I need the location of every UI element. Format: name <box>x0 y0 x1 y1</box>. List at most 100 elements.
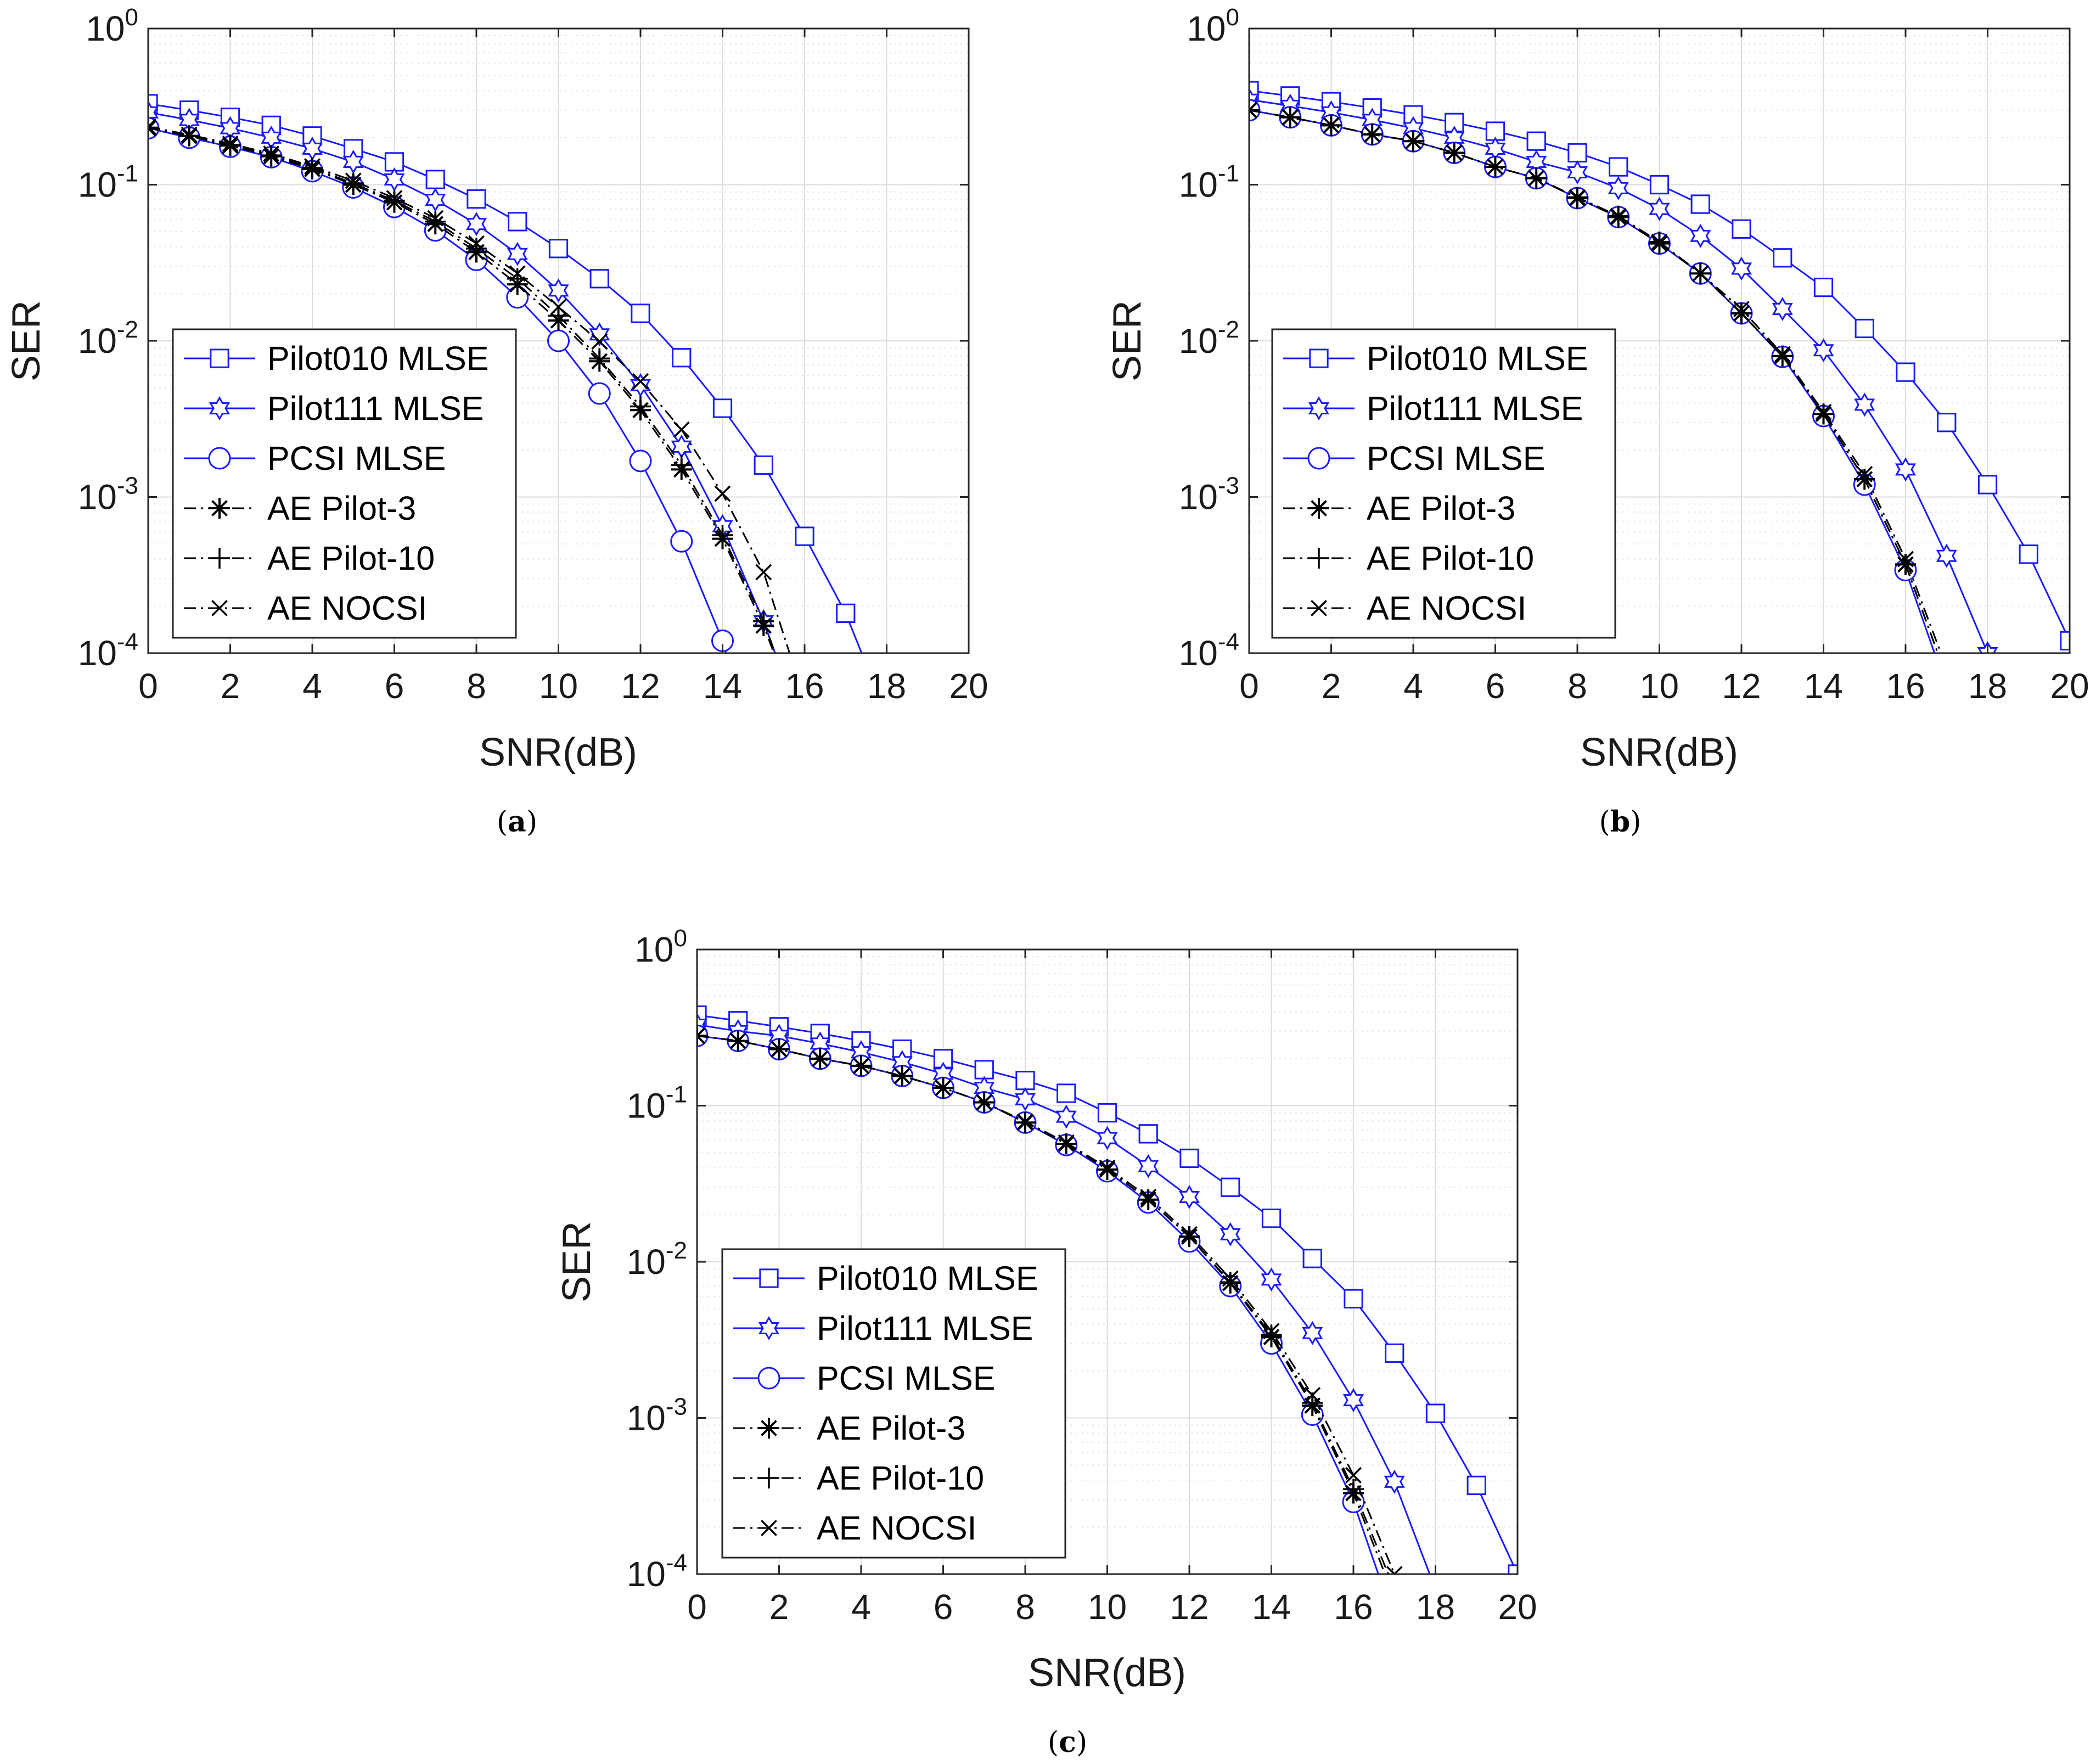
x-tick-label: 12 <box>1722 666 1761 706</box>
legend-entry: AE Pilot-10 <box>1283 540 1534 577</box>
legend-label: Pilot010 MLSE <box>267 340 489 377</box>
data-point <box>1813 403 1834 425</box>
legend-label: PCSI MLSE <box>267 440 446 477</box>
data-point <box>1609 157 1628 177</box>
data-point <box>836 603 856 623</box>
data-point <box>714 485 731 502</box>
data-point <box>263 145 280 162</box>
y-tick-label: 10-4 <box>627 1549 687 1594</box>
caption-letter: c <box>1059 1726 1076 1759</box>
data-point <box>1566 160 1588 184</box>
x-axis-ticks: 0 2 4 6 8 10 12 14 16 18 20 <box>138 29 988 706</box>
data-point <box>697 1025 707 1047</box>
data-point <box>1526 131 1546 151</box>
data-point <box>1384 1469 1405 1494</box>
legend-box <box>721 1248 1066 1559</box>
x-tick-label: 4 <box>851 1587 871 1627</box>
data-point <box>1302 1249 1322 1268</box>
legend-label: PCSI MLSE <box>817 1359 995 1397</box>
data-point <box>507 268 528 289</box>
legend-entry: PCSI MLSE <box>1283 440 1545 477</box>
y-tick-label: 10-4 <box>78 628 138 673</box>
data-point <box>466 238 487 259</box>
y-axis-title: SER <box>1105 300 1149 381</box>
data-point <box>1015 1070 1035 1091</box>
data-point <box>508 212 527 232</box>
data-point <box>1730 256 1752 281</box>
series-pilot111-mlse <box>1249 87 1998 653</box>
legend-marker <box>209 396 231 420</box>
data-point <box>753 610 774 632</box>
legend-marker <box>209 548 230 569</box>
data-point <box>384 190 405 211</box>
legend-entry: Pilot010 MLSE <box>184 340 489 377</box>
data-point <box>468 235 485 252</box>
data-point <box>1466 1475 1486 1495</box>
data-point <box>1936 667 1957 688</box>
data-point <box>2060 631 2070 651</box>
data-point <box>1939 661 1954 676</box>
data-point <box>794 724 815 745</box>
panel-caption: (c) <box>1048 1726 1087 1759</box>
legend-label: Pilot111 MLSE <box>817 1310 1033 1347</box>
legend-label: PCSI MLSE <box>1367 440 1545 477</box>
data-point <box>1384 1611 1405 1632</box>
data-point <box>974 1060 994 1080</box>
x-tick-label: 14 <box>1804 666 1843 706</box>
x-axis-title: SNR(dB) <box>1028 1651 1186 1695</box>
y-tick-label: 10-1 <box>78 160 138 205</box>
data-point <box>1323 117 1340 134</box>
data-point <box>1097 1103 1117 1123</box>
data-point <box>1343 1479 1364 1500</box>
legend-marker <box>1308 548 1329 569</box>
data-point <box>1386 1566 1403 1574</box>
x-tick-label: 18 <box>867 666 906 706</box>
x-tick-label: 16 <box>1886 666 1925 706</box>
data-point <box>1364 126 1381 143</box>
data-point <box>1138 1154 1159 1178</box>
series-clip <box>148 94 863 792</box>
y-tick-label: 10-2 <box>78 316 138 361</box>
data-point <box>1138 1189 1159 1210</box>
y-tick-base: 10 <box>1179 477 1218 517</box>
data-point <box>425 188 446 212</box>
legend-label: AE Pilot-10 <box>817 1459 984 1497</box>
legend-marker <box>209 498 230 519</box>
y-tick-exponent: -1 <box>1218 160 1239 187</box>
y-tick-base: 10 <box>627 1398 666 1438</box>
data-point <box>384 167 405 192</box>
data-point <box>1897 550 1914 568</box>
y-tick-exponent: -3 <box>666 1394 687 1420</box>
x-tick-label: 2 <box>1322 666 1341 706</box>
x-tick-label: 10 <box>1640 666 1679 706</box>
legend-entry: AE NOCSI <box>184 589 428 627</box>
x-tick-label: 0 <box>687 1587 707 1627</box>
data-point <box>673 421 690 438</box>
x-tick-label: 14 <box>703 666 742 706</box>
data-point <box>1855 318 1874 339</box>
data-point <box>1249 102 1257 119</box>
series-ae-nocsi <box>1249 102 1954 676</box>
x-tick-label: 12 <box>621 666 660 706</box>
legend-entry: Pilot010 MLSE <box>733 1260 1038 1297</box>
data-point <box>548 239 569 259</box>
y-tick-label: 10-2 <box>627 1237 687 1282</box>
data-point <box>591 333 608 350</box>
x-tick-label: 6 <box>934 1587 953 1627</box>
data-point <box>1345 1467 1362 1484</box>
y-tick-base: 10 <box>78 165 117 205</box>
data-point <box>1220 1272 1241 1293</box>
data-point <box>589 269 609 289</box>
data-point <box>1813 338 1834 363</box>
legend-box <box>172 328 517 639</box>
data-point <box>261 145 282 166</box>
legend-label: AE Pilot-10 <box>267 540 435 577</box>
data-point <box>753 771 774 792</box>
data-point <box>1692 265 1709 282</box>
data-point <box>1731 302 1752 324</box>
data-point <box>1732 219 1751 239</box>
x-tick-label: 8 <box>1567 666 1587 706</box>
